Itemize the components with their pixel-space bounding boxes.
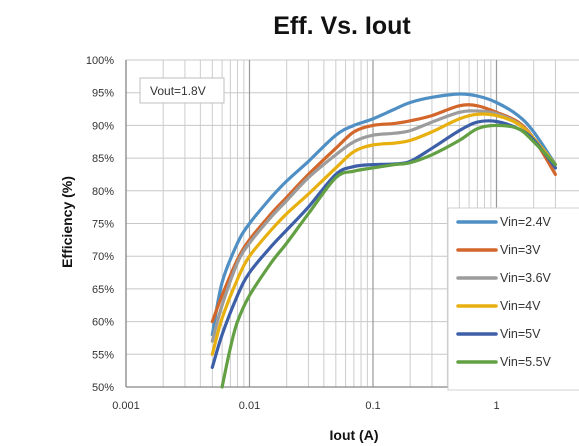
chart-title: Eff. Vs. Iout — [273, 12, 411, 40]
y-tick-label: 50% — [92, 382, 114, 394]
x-tick-label: 0.001 — [112, 400, 140, 412]
annotation-box — [139, 77, 225, 104]
series-line-5 — [210, 119, 557, 369]
x-axis-title: Iout (A) — [330, 427, 379, 443]
legend-label: Vin=5.5V — [500, 355, 552, 369]
legend-label: Vin=4V — [500, 299, 541, 313]
y-tick-label: 75% — [92, 219, 114, 231]
y-tick-label: 65% — [92, 284, 114, 296]
x-tick-label: 0.1 — [365, 400, 380, 412]
y-tick-label: 70% — [92, 251, 114, 263]
y-axis-title: Efficiency (%) — [59, 176, 75, 268]
y-tick-label: 100% — [86, 55, 114, 67]
legend-label: Vin=3.6V — [500, 271, 552, 285]
y-tick-label: 95% — [92, 88, 114, 100]
y-tick-label: 90% — [92, 120, 114, 132]
series-line-4 — [210, 112, 557, 356]
plot-area: Vout=1.8V Vin=2.4VVin=3VVin=3.6VVin=4VVi… — [125, 59, 579, 391]
tick-labels: 50% 55% 60% 65% 70% 75% 80% 85% 90% 95% 100% 0.001 0… — [86, 55, 500, 412]
series-line-3 — [210, 109, 557, 343]
y-tick-label: 55% — [92, 349, 114, 361]
x-tick-label: 1 — [493, 400, 499, 412]
series-lines — [210, 92, 557, 389]
legend: Vin=2.4V Vin=3V Vin=3.6V Vin=4V Vin=5V Vin=5.… — [447, 207, 579, 391]
legend-box — [447, 207, 579, 391]
x-tick-label: 0.01 — [239, 400, 260, 412]
y-tick-label: 85% — [92, 153, 114, 165]
y-tick-label: 80% — [92, 186, 114, 198]
series-line-6 — [220, 123, 557, 389]
legend-label: Vin=3V — [500, 243, 541, 257]
legend-label: Vin=2.4V — [500, 215, 552, 229]
y-tick-label: 60% — [92, 317, 114, 329]
series-line-1 — [210, 92, 557, 337]
annotation-text: Vout=1.8V — [150, 84, 206, 98]
legend-label: Vin=5V — [500, 327, 541, 341]
annotation: Vout=1.8V — [139, 77, 225, 104]
